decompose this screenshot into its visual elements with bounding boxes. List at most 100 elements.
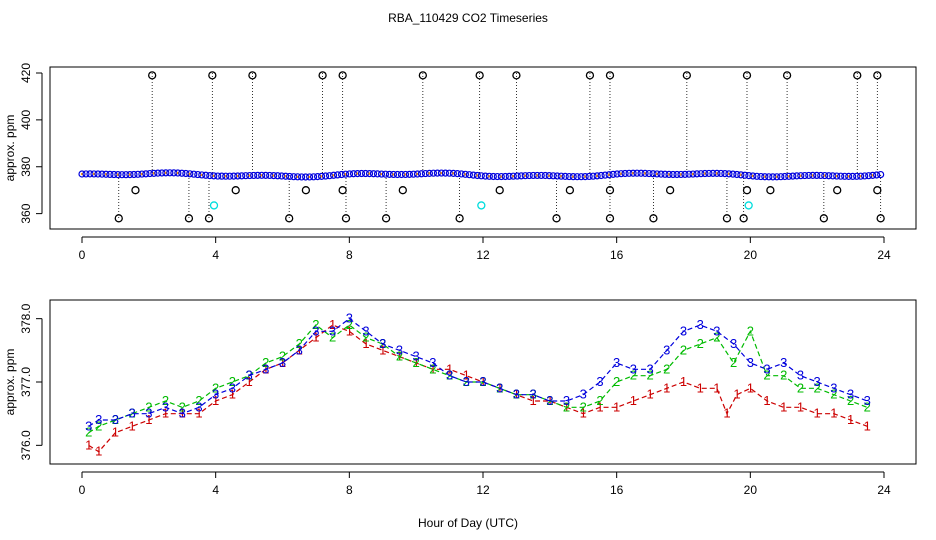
series-1-point: 1 (195, 406, 202, 421)
baseline-marker (473, 171, 481, 180)
high-point (208, 71, 217, 80)
series-1-point: 1 (864, 418, 871, 433)
series-1-point: 1 (763, 393, 770, 408)
x-tick-label: 12 (476, 483, 490, 497)
series-3-point: 3 (513, 387, 520, 402)
x-tick-label: 8 (346, 483, 353, 497)
series-1-point: 1 (646, 387, 653, 402)
baseline-marker (477, 172, 485, 180)
baseline-marker (621, 169, 629, 178)
series-1-point: 1 (630, 393, 637, 408)
series-3-point: 3 (780, 355, 787, 370)
x-tick-label: 24 (877, 248, 891, 262)
series-2-point: 2 (262, 355, 269, 370)
mid-point (338, 186, 347, 195)
series-3-point: 3 (697, 317, 704, 332)
series-1-point: 1 (229, 387, 236, 402)
baseline-marker (174, 169, 182, 177)
series-2-point: 2 (279, 349, 286, 364)
series-2-point: 2 (613, 374, 620, 389)
mid-point (605, 186, 615, 195)
series-1-point: 1 (780, 399, 787, 414)
baseline-marker (449, 169, 457, 177)
high-point (742, 71, 752, 80)
series-3-point: 3 (95, 412, 102, 427)
baseline-marker (365, 170, 374, 178)
baseline-marker (813, 171, 821, 179)
series-1-point: 1 (797, 399, 804, 414)
baseline-marker (717, 169, 725, 178)
series-3-point: 3 (580, 387, 587, 402)
baseline-marker (178, 169, 186, 177)
series-2-line (88, 324, 868, 434)
series-2-point: 2 (563, 399, 570, 414)
low-point (184, 214, 194, 223)
mid-point (398, 186, 407, 195)
series-1-point: 1 (429, 361, 436, 376)
baseline-marker (845, 172, 853, 180)
cyan-point (477, 201, 486, 210)
series-3-point: 3 (129, 406, 136, 421)
baseline-marker (198, 171, 206, 179)
baseline-marker (353, 169, 362, 178)
series-3-point: 3 (646, 361, 653, 376)
baseline-marker (270, 171, 278, 180)
baseline-marker (825, 172, 833, 180)
series-2-point: 2 (413, 355, 420, 370)
baseline-marker (210, 172, 218, 180)
baseline-marker (222, 172, 230, 180)
series-3-point: 3 (763, 361, 770, 376)
y-tick-label: 420 (19, 63, 33, 83)
series-1-point: 1 (463, 368, 470, 383)
plot-frame (49, 66, 917, 230)
baseline-marker (809, 171, 817, 179)
high-point (512, 71, 521, 80)
high-point (318, 71, 327, 80)
series-1-point: 1 (329, 317, 336, 332)
high-point (475, 71, 484, 80)
series-2-point: 2 (713, 330, 720, 345)
series-1-point: 1 (680, 374, 687, 389)
baseline-marker (713, 169, 721, 177)
mid-point (873, 186, 882, 195)
mid-point (131, 186, 140, 195)
high-point (782, 71, 792, 80)
series-3-point: 3 (262, 361, 269, 376)
baseline-marker (282, 172, 290, 180)
baseline-marker (789, 172, 797, 180)
series-2-point: 2 (763, 368, 770, 383)
baseline-marker (298, 173, 306, 181)
mid-point (665, 186, 675, 195)
baseline-marker (130, 170, 138, 179)
series-1-point: 1 (830, 406, 837, 421)
baseline-marker (837, 172, 845, 180)
baseline-marker (729, 170, 737, 178)
series-3-point: 3 (730, 336, 737, 351)
baseline-marker (306, 173, 314, 181)
baseline-marker (521, 172, 529, 180)
baseline-marker (873, 171, 881, 179)
series-2-point: 2 (747, 323, 754, 338)
series-3-line (88, 317, 868, 427)
series-3-point: 3 (596, 374, 603, 389)
x-tick-label: 20 (744, 483, 758, 497)
series-3-point: 3 (496, 380, 503, 395)
baseline-marker (741, 171, 749, 179)
series-2-point: 2 (346, 317, 353, 332)
baseline-marker (162, 169, 170, 177)
series-1-point: 1 (697, 380, 704, 395)
baseline-marker (453, 170, 461, 178)
baseline-marker (501, 172, 509, 181)
series-2-point: 2 (596, 393, 603, 408)
y-tick-label: 380 (19, 156, 33, 176)
series-2-point: 2 (546, 393, 553, 408)
series-2-point: 2 (312, 317, 319, 332)
baseline-marker (369, 170, 378, 178)
series-2-point: 2 (697, 336, 704, 351)
series-1-point: 1 (346, 323, 353, 338)
series-1-point: 1 (129, 418, 136, 433)
baseline-marker (106, 170, 114, 179)
series-2-point: 2 (646, 368, 653, 383)
mid-point (565, 186, 575, 195)
